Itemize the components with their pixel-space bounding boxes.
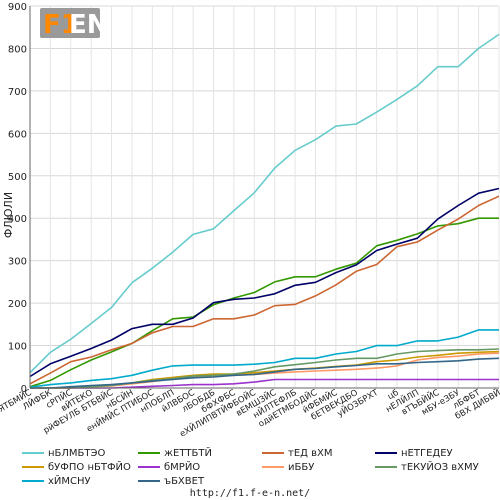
- legend-entry: тЕД вХМ: [288, 448, 333, 459]
- series-line-2: [29, 217, 499, 388]
- y-tick-label: 800: [8, 44, 27, 55]
- footer-url[interactable]: http://f1.f-e-n.net/: [190, 488, 310, 499]
- y-axis-ticks: 0 100 200 300 400 500 600 700 800 900: [8, 2, 27, 395]
- series-line-3: [29, 195, 500, 385]
- y-tick-label: 600: [8, 129, 27, 140]
- logo-f1: F1: [43, 10, 79, 40]
- y-tick-label: 900: [8, 2, 27, 13]
- legend-entry: тЕКУЙОЗ вХМУ: [401, 460, 479, 473]
- legend-entry: нЕТГЕДЕУ: [401, 448, 453, 459]
- series-line-10: [30, 357, 500, 389]
- legend-entry: ъБХВЕТ: [164, 476, 205, 487]
- logo-background: [40, 8, 100, 38]
- series-line-4: [29, 187, 500, 378]
- legend-entry: хЙМСНУ: [48, 474, 91, 487]
- logo: F1 EN: [40, 8, 109, 40]
- logo-en: EN: [69, 10, 109, 40]
- legend-entry: бУФПО нБТФЙО: [48, 460, 131, 473]
- y-tick-label: 500: [8, 172, 27, 183]
- legend-entry: бМРЙО: [164, 460, 200, 473]
- y-tick-label: 400: [8, 214, 27, 225]
- y-axis-label: ФЛЮЛИ: [2, 192, 15, 238]
- y-tick-label: 200: [8, 299, 27, 310]
- series-line-9: [29, 329, 499, 388]
- axes: [29, 6, 499, 389]
- series-line-1: [29, 33, 500, 374]
- legend-entry: жЕТТБТЙ: [164, 446, 212, 459]
- y-tick-label: 0: [21, 384, 27, 395]
- y-tick-label: 100: [8, 342, 27, 353]
- legend-entry: иББУ: [288, 462, 314, 473]
- legend-entry: нБЛМБТЭО: [48, 448, 105, 459]
- y-tick-label: 300: [8, 257, 27, 268]
- series-line-8: [30, 348, 500, 389]
- y-tick-label: 700: [8, 87, 27, 98]
- x-tick-label: цб: [386, 388, 401, 402]
- legend: нБЛМБТЭО жЕТТБТЙ тЕД вХМ нЕТГЕДЕУ бУФПО нБТФ…: [22, 446, 479, 487]
